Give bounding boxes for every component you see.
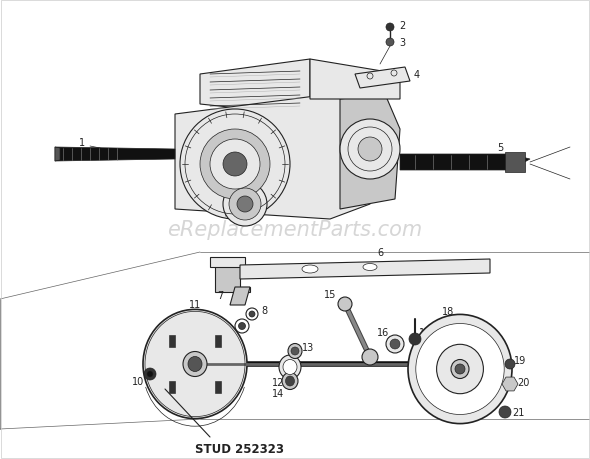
Circle shape (390, 339, 400, 349)
Circle shape (223, 183, 267, 226)
Text: 4: 4 (414, 70, 420, 80)
Text: 21: 21 (512, 407, 524, 417)
Ellipse shape (183, 352, 207, 377)
Ellipse shape (416, 324, 504, 414)
Circle shape (144, 368, 156, 380)
Circle shape (210, 140, 260, 190)
Text: 20: 20 (517, 377, 529, 387)
Ellipse shape (437, 345, 483, 394)
Text: 19: 19 (514, 355, 526, 365)
Text: 12: 12 (272, 377, 284, 387)
Text: 6: 6 (377, 247, 383, 257)
Circle shape (249, 311, 255, 317)
Polygon shape (200, 60, 310, 115)
Text: 10: 10 (132, 376, 144, 386)
Polygon shape (502, 377, 518, 391)
Circle shape (386, 24, 394, 32)
Polygon shape (310, 60, 400, 100)
Ellipse shape (455, 364, 465, 374)
Bar (215, 381, 221, 393)
Text: 15: 15 (324, 289, 336, 299)
Circle shape (409, 333, 421, 345)
Text: 13: 13 (302, 342, 314, 352)
Text: 17: 17 (419, 327, 431, 337)
Bar (169, 381, 175, 393)
Circle shape (362, 349, 378, 365)
Circle shape (340, 120, 400, 179)
Text: 8: 8 (261, 305, 267, 315)
Circle shape (338, 297, 352, 311)
Ellipse shape (279, 355, 301, 379)
Circle shape (223, 153, 247, 177)
Text: 5: 5 (497, 143, 503, 153)
Circle shape (499, 406, 511, 418)
Polygon shape (230, 287, 250, 305)
Circle shape (358, 138, 382, 162)
Text: 3: 3 (399, 38, 405, 48)
Circle shape (147, 371, 153, 377)
Ellipse shape (188, 357, 202, 372)
Polygon shape (340, 95, 400, 210)
Bar (215, 335, 221, 347)
Polygon shape (215, 265, 250, 292)
Circle shape (237, 196, 253, 213)
Ellipse shape (283, 360, 297, 375)
Circle shape (246, 308, 258, 320)
Circle shape (180, 110, 290, 219)
Polygon shape (355, 68, 410, 89)
Polygon shape (505, 153, 525, 173)
Circle shape (235, 319, 249, 333)
Polygon shape (55, 148, 60, 162)
Text: 14: 14 (272, 388, 284, 398)
Ellipse shape (143, 310, 247, 419)
Polygon shape (175, 90, 385, 219)
Text: 1: 1 (79, 138, 85, 148)
Text: STUD 252323: STUD 252323 (195, 442, 284, 455)
Ellipse shape (363, 264, 377, 271)
Text: 7: 7 (217, 291, 223, 300)
Polygon shape (55, 148, 175, 162)
Circle shape (200, 130, 270, 200)
Text: 9: 9 (227, 327, 233, 337)
Ellipse shape (282, 373, 298, 390)
Text: 11: 11 (189, 299, 201, 309)
Text: 18: 18 (442, 306, 454, 316)
Circle shape (238, 323, 245, 330)
Circle shape (229, 189, 261, 220)
Ellipse shape (286, 376, 294, 386)
Circle shape (386, 335, 404, 353)
Polygon shape (400, 155, 530, 171)
Polygon shape (210, 257, 245, 268)
Text: eReplacementParts.com: eReplacementParts.com (168, 219, 422, 240)
Text: 16: 16 (377, 327, 389, 337)
Circle shape (386, 39, 394, 47)
Ellipse shape (302, 265, 318, 274)
Bar (169, 335, 175, 347)
Ellipse shape (408, 315, 512, 424)
Polygon shape (240, 259, 490, 280)
Ellipse shape (291, 347, 299, 355)
Ellipse shape (288, 344, 302, 359)
Ellipse shape (451, 360, 469, 379)
Text: 2: 2 (399, 21, 405, 31)
Circle shape (505, 359, 515, 369)
